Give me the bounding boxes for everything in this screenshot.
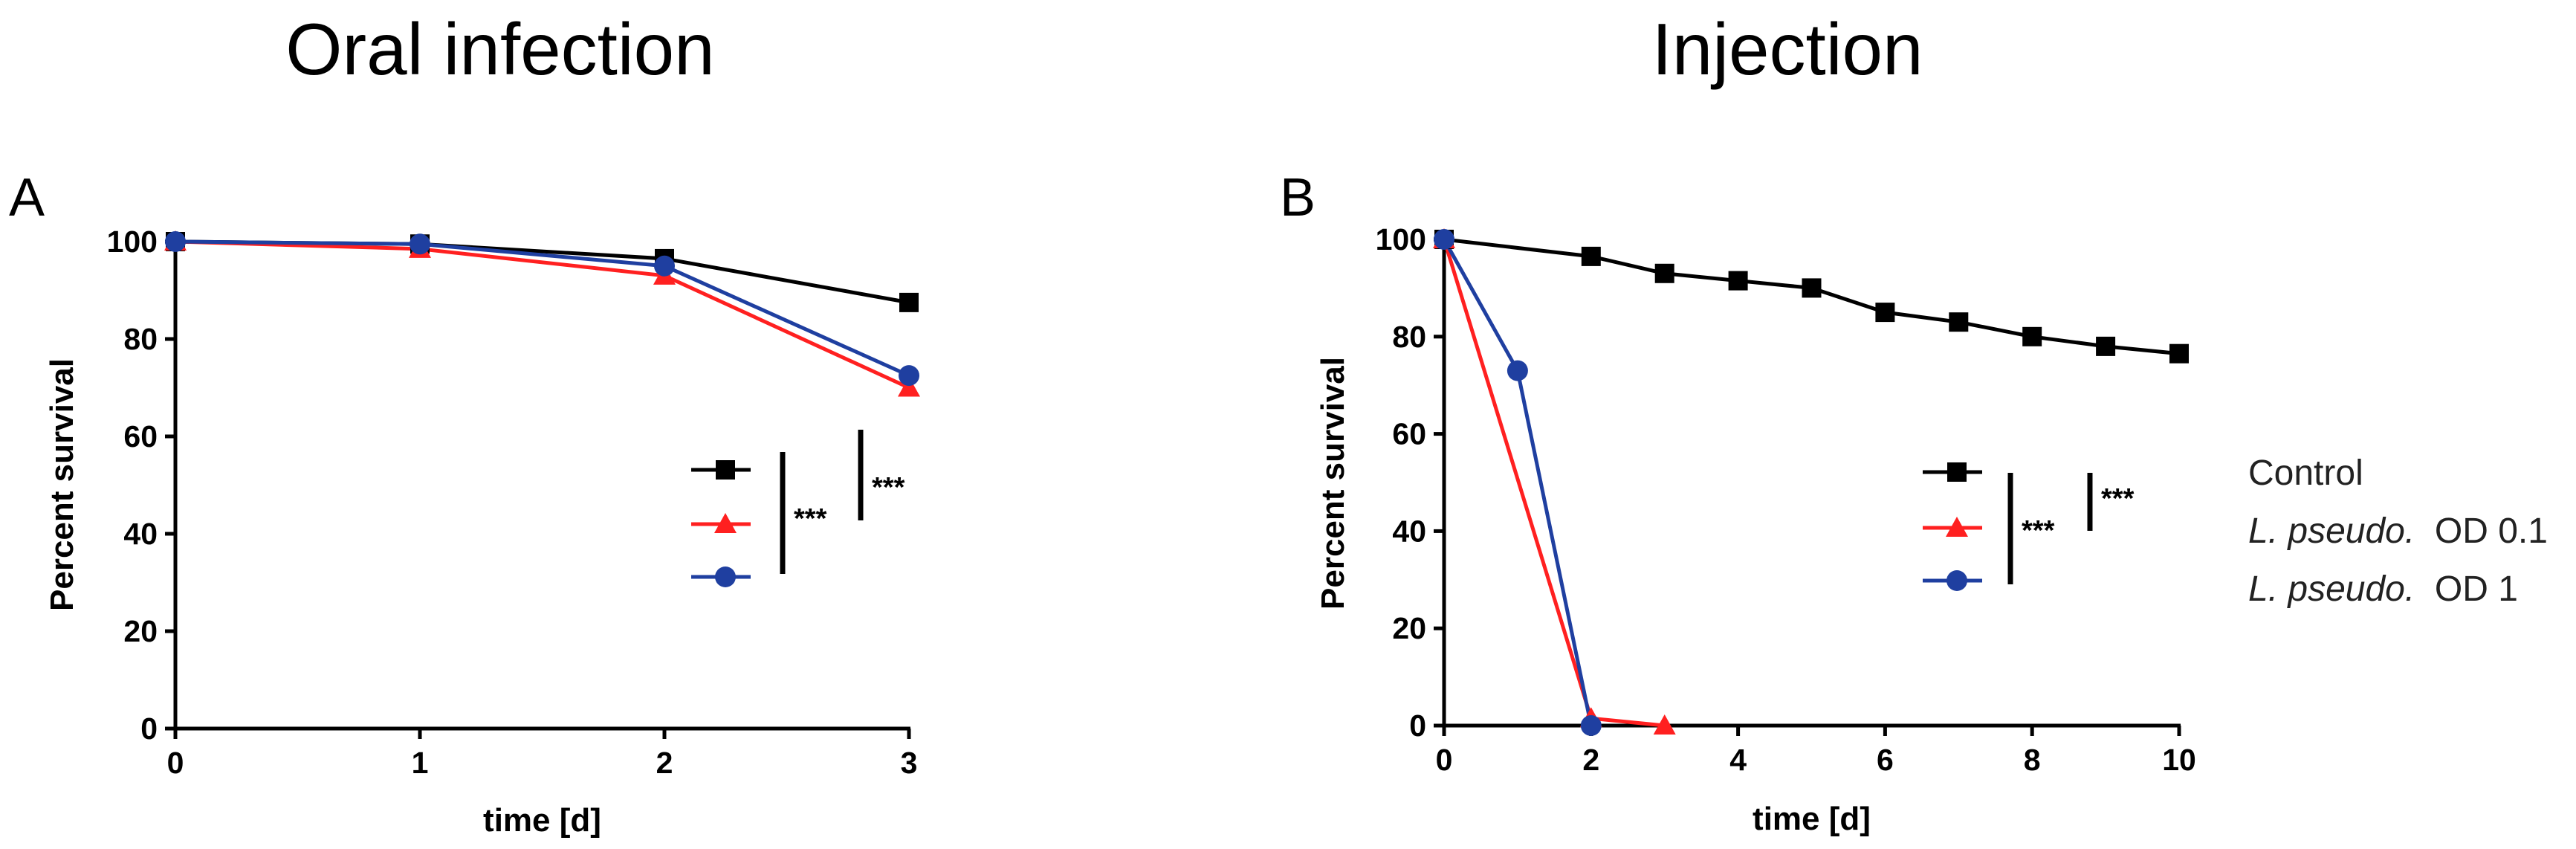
panel-b-point-control-4 (1728, 271, 1748, 291)
panel-b-legend-marker-l-pseudo-od-1 (1946, 570, 1967, 591)
panel-a-point-l-pseudo-od-1-3 (899, 365, 919, 387)
panel-label-a: A (9, 168, 45, 227)
panel-a-y-tick-label-20: 20 (123, 614, 158, 648)
title-oral-infection: Oral infection (285, 8, 714, 90)
panel-a-point-control-3 (899, 292, 919, 312)
panel-b-significance-label-2: *** (2101, 483, 2135, 514)
panel-b-y-tick-label-20: 20 (1392, 611, 1426, 645)
panel-b-series-line-control (1443, 237, 2180, 356)
legend-label-control-text: Control (2248, 453, 2363, 493)
panel-b-point-control-9 (2096, 336, 2116, 356)
legend-label-od-1-dose: OD 1 (2425, 569, 2518, 609)
panel-b-series-line-l-pseudo-od-0-1 (1442, 239, 1665, 728)
panel-b-point-control-8 (2022, 326, 2042, 346)
panel-b-x-tick-label-8: 8 (2024, 743, 2041, 777)
legend-label-control: Control (2248, 453, 2363, 493)
legend-labels: Control L. pseudo. OD 0.1 L. pseudo. OD … (2248, 453, 2548, 609)
panel-b-legend-marker-l-pseudo-od-0-1 (1946, 517, 1968, 537)
panel-b-y-tick-label-0: 0 (1409, 708, 1426, 743)
panel-a-legend-marker-l-pseudo-od-1 (715, 566, 736, 587)
panel-a-point-l-pseudo-od-1-2 (654, 255, 675, 277)
panel-a-y-tick-label-80: 80 (123, 322, 158, 356)
panel-b-point-control-5 (1802, 278, 1822, 298)
panel-b-point-l-pseudo-od-1-2 (1580, 715, 1602, 736)
legend-label-od-1-species: L. pseudo. (2248, 569, 2415, 609)
panel-a-y-tick-label-100: 100 (107, 225, 158, 259)
panel-a-x-tick-label-0: 0 (167, 746, 184, 780)
panel-b-x-tick-label-0: 0 (1436, 743, 1453, 777)
panel-a-y-tick-label-40: 40 (123, 517, 158, 551)
panel-a-point-l-pseudo-od-0-1-3 (898, 376, 920, 397)
panel-a-significance-label-2: *** (872, 472, 905, 503)
panel-b-point-control-6 (1875, 303, 1895, 323)
panel-b-x-tick-label-4: 4 (1729, 743, 1747, 777)
panel-b-y-axis-label: Percent survival (1315, 357, 1351, 610)
panel-b-y-tick-label-40: 40 (1392, 514, 1426, 548)
panel-a-legend-marker-control (716, 460, 735, 480)
panel-b-point-control-10 (2169, 343, 2189, 364)
panel-a-y-tick-label-60: 60 (123, 419, 158, 453)
legend-label-od-0-1-dose: OD 0.1 (2425, 511, 2548, 551)
title-injection: Injection (1651, 8, 1923, 90)
panel-b-y-tick-label-100: 100 (1376, 222, 1426, 256)
legend-label-od-0-1-species: L. pseudo. (2248, 511, 2415, 551)
legend-label-od-1: L. pseudo. OD 1 (2248, 569, 2518, 609)
panel-a-series-line-l-pseudo-od-1 (175, 239, 910, 378)
panel-b-y-tick-label-60: 60 (1392, 417, 1426, 451)
panel-a-point-l-pseudo-od-1-0 (165, 231, 186, 252)
panel-b-point-l-pseudo-od-1-1 (1507, 360, 1528, 381)
panel-label-b: B (1280, 168, 1315, 227)
panel-a-significance-label-1: *** (794, 503, 827, 535)
panel-a-x-axis-label: time [d] (483, 802, 601, 839)
panel-a: 0 20 40 60 80 100 0 1 2 3 Percent survival time [d]… (44, 225, 920, 839)
panel-a-x-tick-label-2: 2 (656, 746, 673, 780)
panel-b-x-tick-label-10: 10 (2162, 743, 2196, 777)
panel-a-y-tick-label-0: 0 (140, 711, 158, 746)
panel-b-point-control-3 (1654, 263, 1674, 283)
panel-b-significance-label-1: *** (2022, 515, 2055, 546)
panel-b: 0 20 40 60 80 100 0 2 4 6 8 10 Percent survival time … (1315, 222, 2196, 837)
panel-a-x-tick-label-1: 1 (412, 746, 429, 780)
panel-b-x-axis-label: time [d] (1753, 801, 1871, 837)
panel-b-point-l-pseudo-od-1-0 (1434, 229, 1454, 250)
legend-label-od-0-1: L. pseudo. OD 0.1 (2248, 511, 2548, 551)
panel-b-x-tick-label-2: 2 (1582, 743, 1599, 777)
panel-a-series-line-control (175, 239, 910, 305)
panel-b-point-control-7 (1949, 312, 1969, 332)
panel-b-point-control-2 (1581, 246, 1601, 266)
panel-b-y-tick-label-80: 80 (1392, 320, 1426, 354)
panel-a-x-tick-label-3: 3 (901, 746, 918, 780)
panel-a-y-axis-label: Percent survival (44, 358, 80, 611)
panel-b-legend-marker-control (1947, 462, 1967, 482)
panel-a-legend-marker-l-pseudo-od-0-1 (714, 513, 737, 533)
panel-b-x-tick-label-6: 6 (1877, 743, 1894, 777)
panel-a-point-l-pseudo-od-1-1 (410, 233, 430, 255)
panel-b-point-l-pseudo-od-0-1-3 (1653, 714, 1676, 735)
panel-a-series-line-l-pseudo-od-0-1 (175, 239, 910, 390)
